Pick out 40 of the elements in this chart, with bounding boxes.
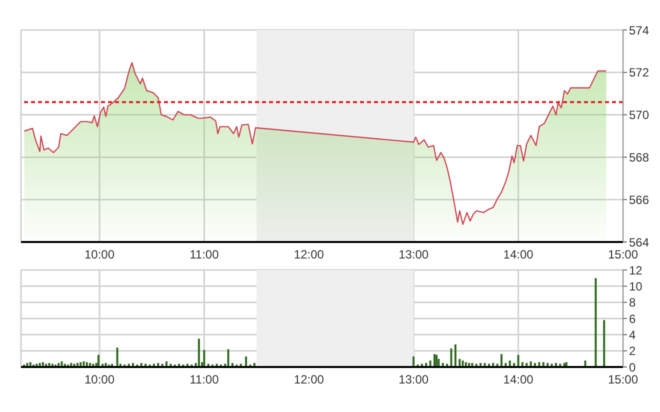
bar [116,348,118,367]
y-tick-label: 0 [629,360,636,374]
bar [434,354,436,367]
y-tick-label: 566 [629,192,650,207]
bar [436,354,438,367]
bar [198,338,200,367]
bar [203,350,206,367]
x-tick-label: 12:00 [294,248,324,262]
x-tick-label: 10:00 [84,372,115,387]
x-tick-label: 15:00 [608,372,638,387]
y-tick-label: 568 [629,150,650,164]
bar [603,320,606,367]
bar [227,349,230,367]
y-tick-label: 4 [629,328,636,342]
x-tick-label: 13:00 [398,248,429,262]
bar [412,356,415,367]
bar [594,278,597,367]
y-tick-label: 12 [629,263,643,278]
bar [245,356,248,367]
y-tick-label: 574 [629,23,650,38]
y-tick-label: 2 [629,344,636,358]
x-tick-label: 10:00 [84,248,115,262]
bar [97,354,100,367]
x-tick-label: 11:00 [190,372,220,387]
x-tick-label: 14:00 [503,248,534,262]
x-tick-label: 11:00 [190,248,220,262]
y-tick-label: 572 [629,66,650,80]
y-tick-label: 8 [629,296,636,310]
y-tick-label: 10 [629,279,643,294]
y-tick-label: 570 [629,108,650,122]
y-tick-label: 564 [629,235,650,250]
x-tick-label: 14:00 [503,372,534,387]
x-tick-label: 12:00 [294,372,324,387]
x-tick-label: 15:00 [608,248,638,262]
bar [500,354,503,367]
bar [454,344,456,367]
y-tick-label: 6 [629,312,636,326]
x-tick-label: 13:00 [398,372,429,387]
bar [517,354,520,367]
bar [450,348,452,367]
